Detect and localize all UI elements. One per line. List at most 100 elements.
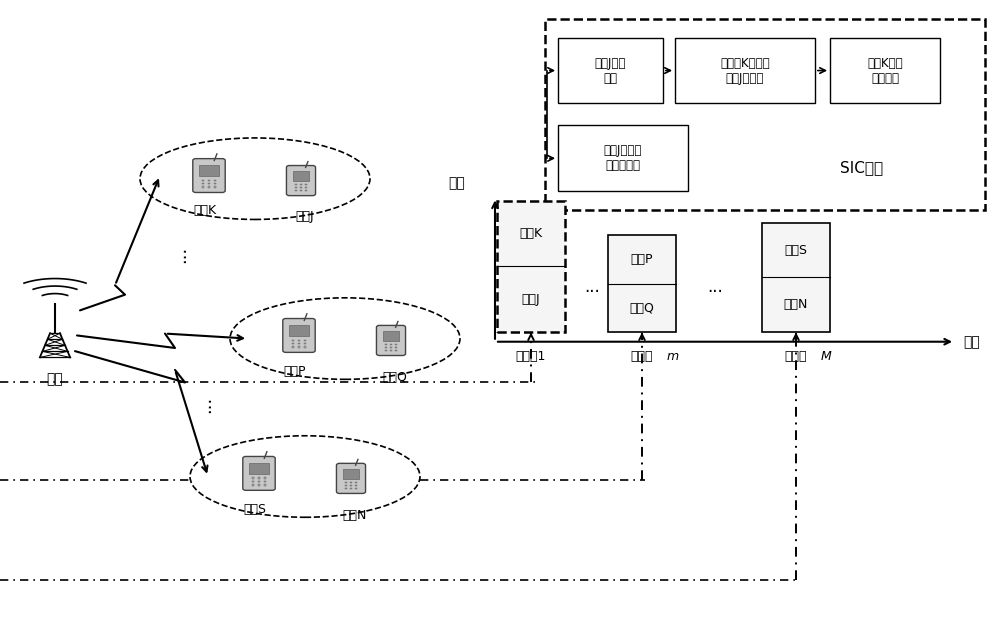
FancyBboxPatch shape — [264, 477, 266, 479]
Text: 用户P: 用户P — [631, 253, 653, 266]
Text: 子载波: 子载波 — [631, 350, 653, 363]
Text: 用户K解码
自身信号: 用户K解码 自身信号 — [867, 56, 903, 85]
FancyBboxPatch shape — [264, 484, 266, 485]
Text: 用户J直接解
码自身信号: 用户J直接解 码自身信号 — [604, 144, 642, 172]
FancyBboxPatch shape — [390, 347, 392, 348]
FancyBboxPatch shape — [830, 38, 940, 103]
FancyBboxPatch shape — [289, 325, 309, 336]
Text: 用户J: 用户J — [296, 210, 314, 223]
FancyBboxPatch shape — [193, 159, 225, 192]
FancyBboxPatch shape — [214, 186, 216, 187]
Text: m: m — [667, 350, 679, 363]
FancyBboxPatch shape — [295, 184, 297, 186]
FancyBboxPatch shape — [300, 184, 302, 186]
FancyBboxPatch shape — [558, 38, 663, 103]
Text: 用户K: 用户K — [193, 204, 217, 216]
Text: ...: ... — [171, 245, 189, 263]
FancyBboxPatch shape — [249, 463, 269, 474]
Text: 用户K: 用户K — [519, 227, 543, 240]
Ellipse shape — [230, 298, 460, 379]
Text: M: M — [821, 350, 832, 363]
FancyBboxPatch shape — [350, 488, 352, 489]
Ellipse shape — [140, 138, 370, 219]
FancyBboxPatch shape — [608, 235, 676, 332]
FancyBboxPatch shape — [208, 179, 210, 181]
FancyBboxPatch shape — [298, 339, 300, 341]
FancyBboxPatch shape — [258, 477, 260, 479]
FancyBboxPatch shape — [304, 346, 306, 347]
FancyBboxPatch shape — [345, 485, 347, 486]
FancyBboxPatch shape — [295, 190, 297, 191]
Text: 用户P: 用户P — [284, 365, 306, 377]
FancyBboxPatch shape — [345, 488, 347, 489]
FancyBboxPatch shape — [286, 166, 316, 196]
Text: ...: ... — [707, 278, 723, 296]
Text: 频率: 频率 — [963, 335, 980, 349]
FancyBboxPatch shape — [343, 469, 359, 479]
Text: 用户J信号
解码: 用户J信号 解码 — [595, 56, 626, 85]
Text: 用户S: 用户S — [784, 243, 808, 256]
FancyBboxPatch shape — [199, 165, 219, 176]
Text: 用户J: 用户J — [522, 293, 540, 306]
FancyBboxPatch shape — [214, 179, 216, 181]
FancyBboxPatch shape — [298, 343, 300, 344]
FancyBboxPatch shape — [350, 485, 352, 486]
FancyBboxPatch shape — [395, 344, 397, 345]
FancyBboxPatch shape — [762, 223, 830, 332]
FancyBboxPatch shape — [214, 183, 216, 184]
FancyBboxPatch shape — [355, 485, 357, 486]
FancyBboxPatch shape — [293, 171, 309, 181]
FancyBboxPatch shape — [345, 482, 347, 483]
FancyBboxPatch shape — [243, 456, 275, 490]
FancyBboxPatch shape — [252, 484, 254, 485]
FancyBboxPatch shape — [304, 343, 306, 344]
FancyBboxPatch shape — [283, 319, 315, 352]
FancyBboxPatch shape — [208, 183, 210, 184]
Text: 用户N: 用户N — [784, 298, 808, 312]
FancyBboxPatch shape — [383, 331, 399, 341]
FancyBboxPatch shape — [208, 186, 210, 187]
Text: 用户Q: 用户Q — [383, 371, 407, 384]
FancyBboxPatch shape — [292, 339, 294, 341]
FancyBboxPatch shape — [202, 183, 204, 184]
FancyBboxPatch shape — [336, 463, 366, 493]
FancyBboxPatch shape — [390, 350, 392, 351]
FancyBboxPatch shape — [292, 343, 294, 344]
FancyBboxPatch shape — [305, 184, 307, 186]
FancyBboxPatch shape — [497, 201, 565, 332]
FancyBboxPatch shape — [395, 350, 397, 351]
Text: ...: ... — [196, 396, 214, 413]
FancyBboxPatch shape — [385, 350, 387, 351]
FancyBboxPatch shape — [295, 187, 297, 188]
FancyBboxPatch shape — [395, 347, 397, 348]
Text: SIC过程: SIC过程 — [840, 161, 883, 176]
FancyBboxPatch shape — [300, 187, 302, 188]
Text: 用户N: 用户N — [343, 509, 367, 522]
FancyBboxPatch shape — [202, 179, 204, 181]
FancyBboxPatch shape — [350, 482, 352, 483]
FancyBboxPatch shape — [304, 339, 306, 341]
FancyBboxPatch shape — [252, 477, 254, 479]
FancyBboxPatch shape — [252, 481, 254, 482]
FancyBboxPatch shape — [376, 325, 406, 356]
FancyBboxPatch shape — [385, 347, 387, 348]
FancyBboxPatch shape — [355, 488, 357, 489]
FancyBboxPatch shape — [258, 481, 260, 482]
FancyBboxPatch shape — [264, 481, 266, 482]
Text: 用户Q: 用户Q — [630, 302, 654, 315]
FancyBboxPatch shape — [385, 344, 387, 345]
Text: 子载波1: 子载波1 — [516, 350, 546, 363]
FancyBboxPatch shape — [258, 484, 260, 485]
FancyBboxPatch shape — [545, 19, 985, 210]
FancyBboxPatch shape — [675, 38, 815, 103]
Ellipse shape — [190, 436, 420, 517]
FancyBboxPatch shape — [355, 482, 357, 483]
FancyBboxPatch shape — [298, 346, 300, 347]
Text: 在用户K处减去
用户J的信号: 在用户K处减去 用户J的信号 — [720, 56, 770, 85]
FancyBboxPatch shape — [305, 187, 307, 188]
FancyBboxPatch shape — [390, 344, 392, 345]
FancyBboxPatch shape — [300, 190, 302, 191]
Text: ...: ... — [584, 278, 600, 296]
Text: 基站: 基站 — [47, 372, 63, 386]
FancyBboxPatch shape — [305, 190, 307, 191]
